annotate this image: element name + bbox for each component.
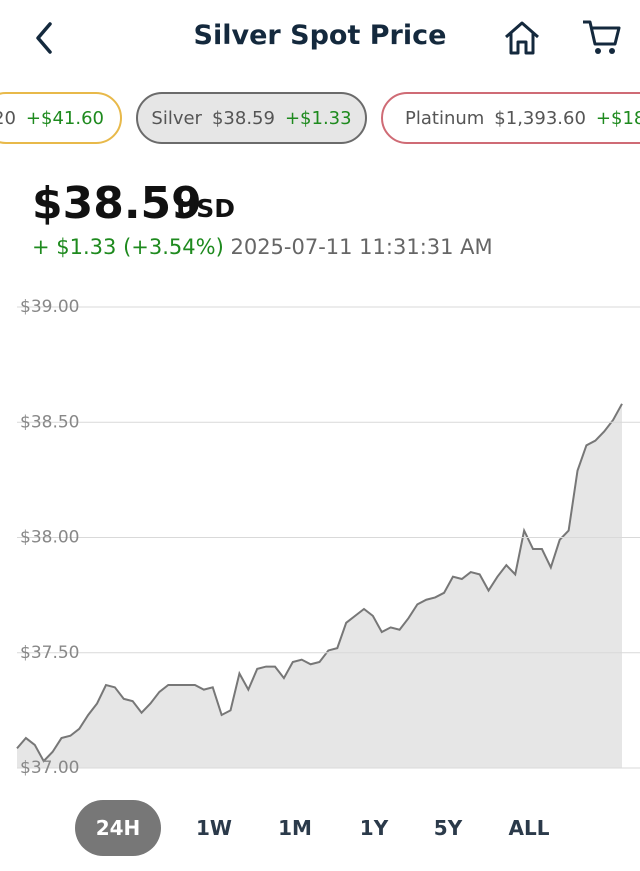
ticker-change: +$41.60 [25, 107, 104, 129]
ticker-name: Platinum [405, 107, 485, 129]
ticker-pill[interactable]: Silver $38.59 +$1.33 [136, 92, 367, 144]
cart-button[interactable] [580, 16, 622, 58]
range-button[interactable]: 1M [278, 816, 312, 840]
range-button[interactable]: 5Y [433, 816, 463, 840]
price-chart: $39.00 $38.50 $38.00 $37.50 $37.00 [16, 297, 640, 778]
home-button[interactable] [502, 18, 542, 58]
timestamp: 2025-07-11 11:31:31 AM [230, 235, 493, 259]
back-button[interactable] [30, 18, 60, 58]
page-title: Silver Spot Price [193, 20, 447, 51]
ticker-pill[interactable]: Platinum $1,393.60 +$18 [381, 92, 640, 144]
ticker-pill[interactable]: .20 +$41.60 [0, 92, 122, 144]
change-line: + $1.33 (+3.54%) 2025-07-11 11:31:31 AM [32, 235, 493, 259]
range-button[interactable]: 1Y [359, 816, 389, 840]
y-tick-label: $37.50 [20, 643, 79, 663]
y-tick-label: $37.00 [20, 758, 79, 778]
y-tick-label: $38.50 [20, 412, 79, 432]
change-percent: (+3.54%) [123, 235, 224, 259]
ticker-price: .20 [0, 107, 16, 129]
y-tick-label: $38.00 [20, 528, 79, 548]
range-button[interactable]: 24H [75, 800, 161, 856]
range-button[interactable]: 1W [196, 816, 232, 840]
range-button[interactable]: ALL [508, 816, 550, 840]
ticker-change: +$18 [595, 107, 640, 129]
ticker-name: Silver [151, 107, 202, 129]
price-line [16, 403, 623, 763]
ticker-change: +$1.33 [284, 107, 352, 129]
spot-price: $38.59 [32, 178, 202, 229]
change: + $1.33 [32, 235, 117, 259]
ticker-price: $1,393.60 [494, 107, 586, 129]
currency: USD [176, 194, 236, 223]
y-tick-label: $39.00 [20, 297, 79, 317]
area-fill [17, 403, 622, 768]
ticker-price: $38.59 [211, 107, 275, 129]
